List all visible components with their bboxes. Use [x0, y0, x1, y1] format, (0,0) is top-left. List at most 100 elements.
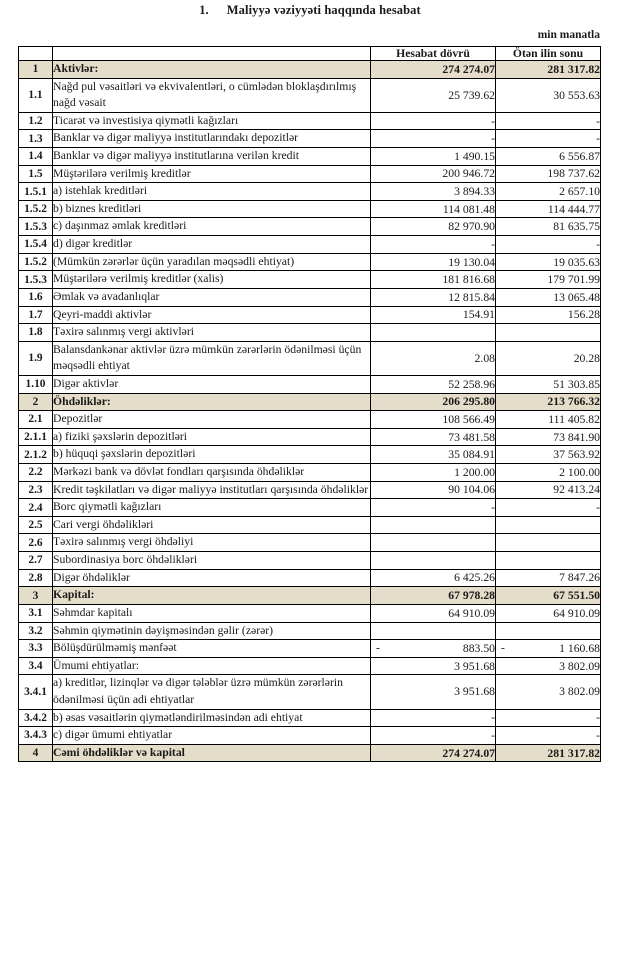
row-label-cell: Səhmin qiymətinin dəyişməsindən gəlir (z…	[52, 621, 371, 641]
row-number-cell: 1.5.1	[18, 182, 53, 201]
previous-value-cell: 13 065.48	[495, 287, 601, 307]
table-row: 2.1.2 b) hüquqi şəxslərin depozitləri 35 0…	[18, 445, 601, 465]
current-value-cell	[370, 533, 496, 553]
table-row: 3.4.3 c) digər ümumi ehtiyatlar - -	[18, 726, 601, 745]
row-number-cell: 1.10	[18, 374, 53, 394]
row-label-cell: Banklar və digər maliyyə institutlarında…	[52, 129, 371, 149]
row-number-cell: 1	[18, 60, 53, 79]
row-number-cell: 1.4	[18, 147, 53, 166]
current-value-cell: - 883.50	[370, 639, 496, 658]
page-title: 1. Maliyyə vəziyyəti haqqında hesabat	[0, 3, 620, 18]
current-value-cell: 154.91	[370, 305, 496, 325]
previous-value-cell: 3 802.09	[495, 674, 601, 710]
current-value-cell: 274 274.07	[370, 743, 496, 763]
table-header-row: Hesabat dövrü Ötən ilin sonu	[18, 46, 601, 61]
table-body: 1 Aktivlər: 274 274.07 281 317.82 1.1 Nağd pu…	[18, 60, 601, 763]
row-number-cell: 2.4	[18, 498, 53, 517]
row-label-cell: Subordinasiya borc öhdəlikləri	[52, 551, 371, 570]
table-row: 2.1 Depozitlər 108 566.49 111 405.82	[18, 410, 601, 429]
current-value-cell: 274 274.07	[370, 60, 496, 79]
row-label-cell: Banklar və digər maliyyə institutlarına …	[52, 147, 371, 166]
row-label-cell: b) əsas vəsaitlərin qiymətləndirilməsind…	[52, 708, 371, 728]
section-number: 1.	[199, 3, 209, 17]
row-number-cell: 2.1.1	[18, 427, 53, 447]
previous-value-cell: 2 657.10	[495, 182, 601, 201]
row-label-cell: Borc qiymətli kağızları	[52, 498, 371, 517]
current-value-cell: 200 946.72	[370, 164, 496, 184]
row-number-cell: 3.2	[18, 621, 53, 641]
unit-label: min manatla	[537, 29, 600, 41]
row-number-cell: 3.4	[18, 656, 53, 676]
previous-value-cell: 51 303.85	[495, 374, 601, 394]
previous-value-cell: 111 405.82	[495, 410, 601, 429]
table-row: 3.4 Ümumi ehtiyatlar: 3 951.68 3 802.09	[18, 656, 601, 676]
table-row: 2.4 Borc qiymətli kağızları - -	[18, 498, 601, 517]
row-label-cell: a) istehlak kreditləri	[52, 182, 371, 201]
table-row: 1.2 Ticarət və investisiya qiymətli kağız…	[18, 111, 601, 131]
row-label-cell: Kapital:	[52, 586, 371, 605]
current-value-cell: -	[370, 129, 496, 149]
previous-value-cell: -	[495, 708, 601, 728]
column-header-name	[52, 46, 371, 61]
row-number-cell: 2.5	[18, 515, 53, 535]
previous-value-cell: - 1 160.68	[495, 639, 601, 658]
row-number-cell: 1.5.4	[18, 235, 53, 254]
previous-value-cell: 213 766.32	[495, 392, 601, 412]
row-label-cell: Nağd pul vəsaitləri və ekvivalentləri, o…	[52, 77, 371, 113]
table-row: 1 Aktivlər: 274 274.07 281 317.82	[18, 60, 601, 79]
current-value-cell	[370, 621, 496, 641]
table-row: 2.3 Kredit təşkilatları və digər maliyyə …	[18, 480, 601, 500]
value-text: 1 160.68	[559, 641, 600, 655]
row-number-cell: 3.4.1	[18, 674, 53, 710]
previous-value-cell: 179 701.99	[495, 270, 601, 289]
previous-value-cell: -	[495, 726, 601, 745]
current-value-cell: 206 295.80	[370, 392, 496, 412]
column-header-current: Hesabat dövrü	[370, 46, 496, 61]
table-row: 2.8 Digər öhdəliklər 6 425.26 7 847.26	[18, 568, 601, 588]
previous-value-cell: 198 737.62	[495, 164, 601, 184]
current-value-cell: 114 081.48	[370, 199, 496, 219]
negative-sign: -	[501, 641, 505, 655]
current-value-cell	[370, 323, 496, 342]
table-row: 3.1 Səhmdar kapitalı 64 910.09 64 910.09	[18, 603, 601, 623]
table-row: 1.1 Nağd pul vəsaitləri və ekvivalentləri…	[18, 77, 601, 113]
previous-value-cell: 156.28	[495, 305, 601, 325]
current-value-cell: 67 978.28	[370, 586, 496, 605]
row-label-cell: (Mümkün zərərlər üçün yaradılan məqsədli…	[52, 252, 371, 272]
previous-value-cell: 73 841.90	[495, 427, 601, 447]
row-label-cell: Mərkəzi bank və dövlət fondları qarşısın…	[52, 463, 371, 482]
row-number-cell: 3.4.3	[18, 726, 53, 745]
row-label-cell: d) digər kreditlər	[52, 235, 371, 254]
row-label-cell: Səhmdar kapitalı	[52, 603, 371, 623]
negative-sign: -	[376, 641, 380, 655]
current-value-cell: 12 815.84	[370, 287, 496, 307]
previous-value-cell: 2 100.00	[495, 463, 601, 482]
row-number-cell: 1.2	[18, 111, 53, 131]
previous-value-cell: 19 035.63	[495, 252, 601, 272]
row-number-cell: 3	[18, 586, 53, 605]
previous-value-cell: -	[495, 235, 601, 254]
row-label-cell: b) biznes kreditləri	[52, 199, 371, 219]
current-value-cell: 108 566.49	[370, 410, 496, 429]
table-row: 3 Kapital: 67 978.28 67 551.50	[18, 586, 601, 605]
row-number-cell: 2.3	[18, 480, 53, 500]
row-label-cell: Ticarət və investisiya qiymətli kağızlar…	[52, 111, 371, 131]
row-label-cell: Digər aktivlər	[52, 374, 371, 394]
table-row: 2 Öhdəliklər: 206 295.80 213 766.32	[18, 392, 601, 412]
row-label-cell: Kredit təşkilatları və digər maliyyə ins…	[52, 480, 371, 500]
row-number-cell: 1.5.2	[18, 252, 53, 272]
row-label-cell: Ümumi ehtiyatlar:	[52, 656, 371, 676]
table-row: 3.4.2 b) əsas vəsaitlərin qiymətləndirilm…	[18, 708, 601, 728]
table-row: 1.5.3 Müştərilərə verilmiş kreditlər (xal…	[18, 270, 601, 289]
row-label-cell: c) digər ümumi ehtiyatlar	[52, 726, 371, 745]
row-label-cell: Müştərilərə verilmiş kreditlər	[52, 164, 371, 184]
previous-value-cell: 114 444.77	[495, 199, 601, 219]
table-row: 4 Cəmi öhdəliklər və kapital 274 274.07 281…	[18, 743, 601, 763]
previous-value-cell	[495, 621, 601, 641]
previous-value-cell: 20.28	[495, 340, 601, 376]
current-value-cell: 3 951.68	[370, 656, 496, 676]
current-value-cell: 3 894.33	[370, 182, 496, 201]
previous-value-cell: -	[495, 111, 601, 131]
row-label-cell: Qeyri-maddi aktivlər	[52, 305, 371, 325]
current-value-cell: 25 739.62	[370, 77, 496, 113]
